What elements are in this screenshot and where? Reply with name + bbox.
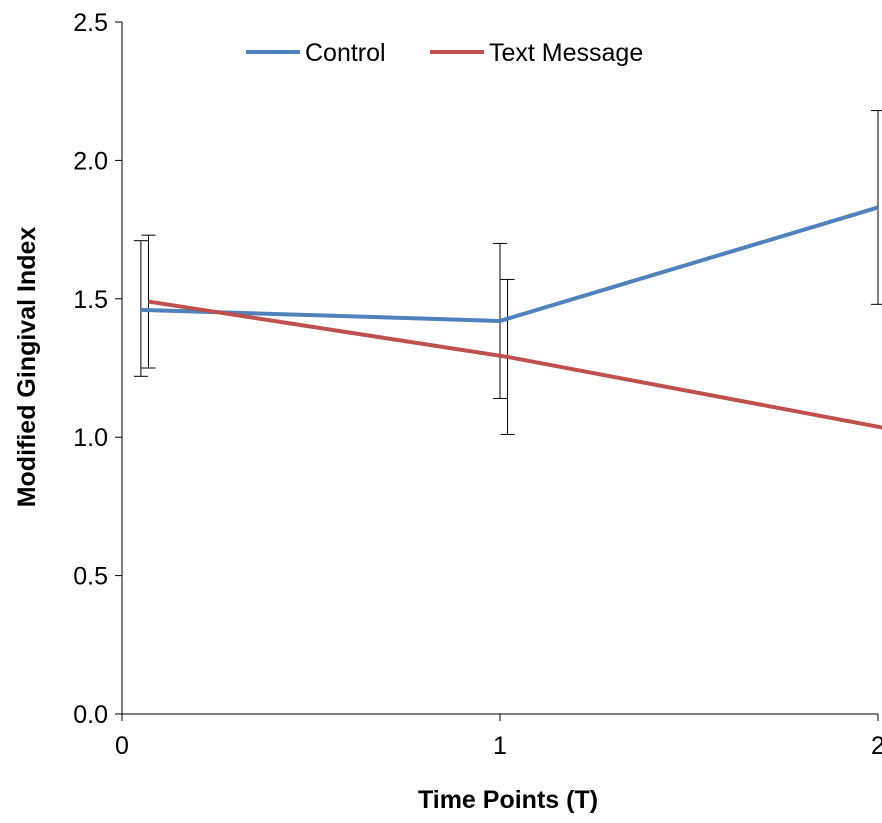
- y-tick-label: 0.0: [73, 701, 108, 729]
- series-line-control: [140, 205, 879, 323]
- series-line-text-message: [148, 299, 882, 430]
- x-tick-label: 2: [871, 732, 882, 760]
- legend-label: Control: [305, 39, 386, 67]
- x-tick-label: 1: [493, 732, 507, 760]
- legend-item-control: Control: [246, 39, 386, 67]
- legend-label: Text Message: [489, 39, 643, 67]
- y-tick-label: 2.5: [73, 9, 108, 37]
- x-axis-title: Time Points (T): [418, 786, 598, 814]
- y-tick-label: 2.0: [73, 147, 108, 175]
- axes: 0.0 0.5 1.0 1.5 2.0 2.5 0 1 2: [73, 9, 882, 760]
- y-tick-label: 0.5: [73, 563, 108, 591]
- legend: Control Text Message: [246, 39, 643, 67]
- series-lines: [140, 205, 882, 430]
- error-bar: [133, 240, 148, 377]
- y-tick-label: 1.0: [73, 424, 108, 452]
- y-axis-title: Modified Gingival Index: [13, 227, 41, 508]
- y-tick-label: 1.5: [73, 286, 108, 314]
- legend-item-text-message: Text Message: [430, 39, 643, 67]
- x-tick-label: 0: [115, 732, 129, 760]
